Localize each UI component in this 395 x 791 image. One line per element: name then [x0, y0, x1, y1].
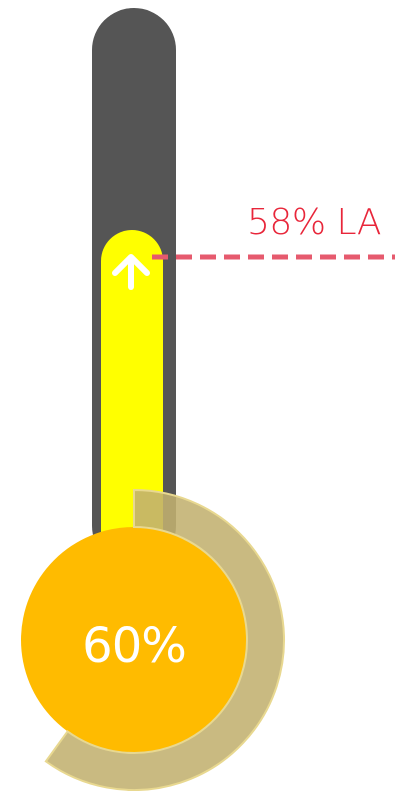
progress-ring [44, 488, 285, 791]
arrow-up-icon [112, 254, 150, 290]
value-label: 60% [82, 618, 187, 674]
thermometer-fill [101, 230, 163, 570]
target-label: 58% LA [247, 202, 381, 243]
thermometer-bulb [21, 527, 247, 753]
